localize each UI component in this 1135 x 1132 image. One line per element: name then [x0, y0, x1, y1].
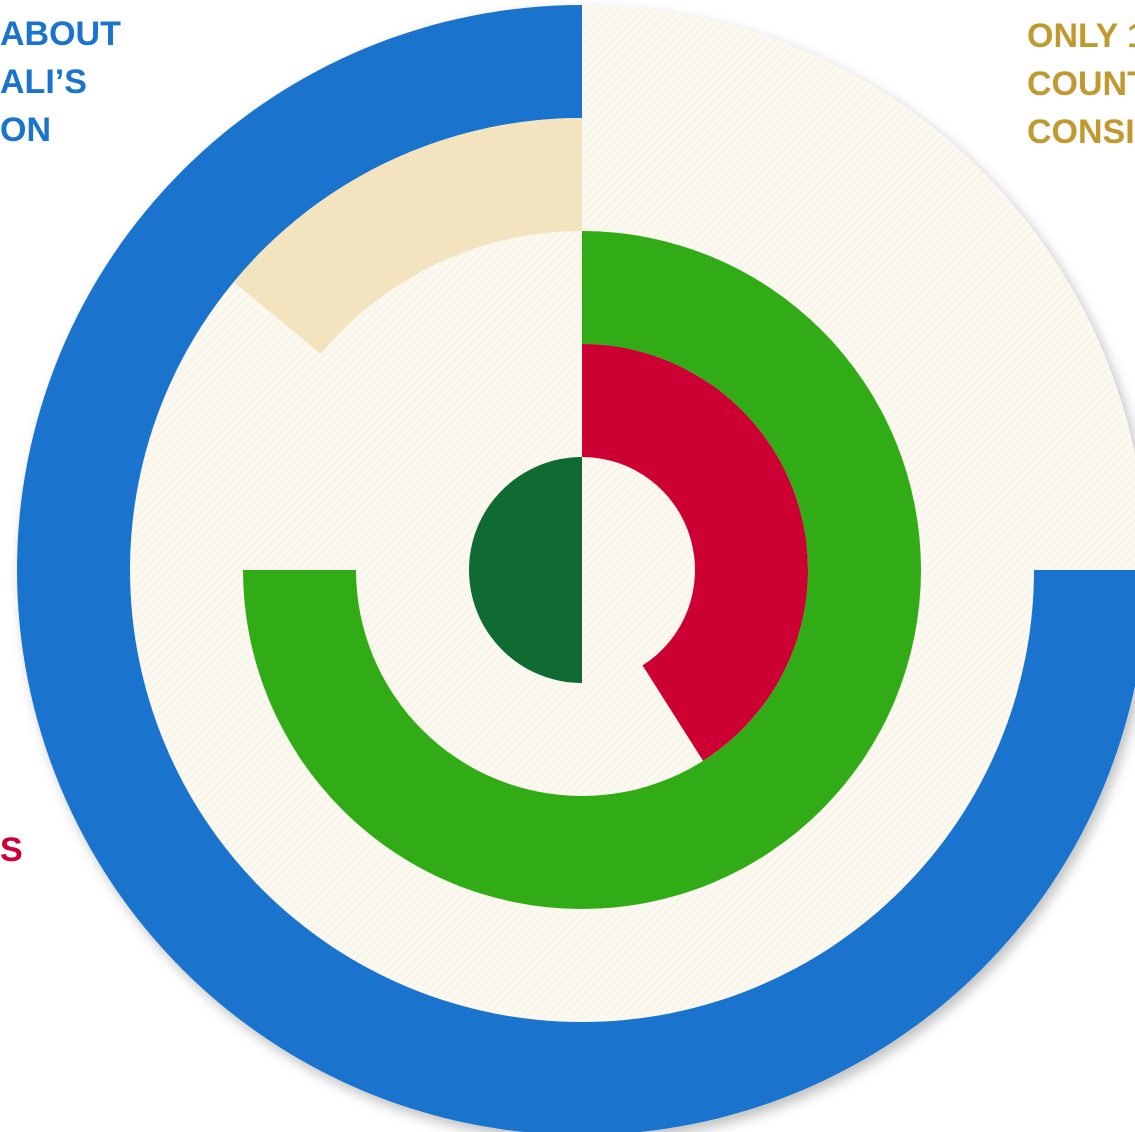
annotation: ALI’S: [0, 63, 87, 101]
annotation: S: [0, 831, 23, 869]
radial-bar: [233, 118, 582, 354]
radial-bar: [243, 231, 921, 909]
annotation: ABOUT: [0, 15, 121, 53]
radial-bar: [469, 457, 582, 683]
annotation: CONSID: [1027, 113, 1135, 151]
annotation: ONLY 1: [1027, 17, 1135, 55]
annotation: COUNT: [1027, 65, 1135, 103]
annotation: ORE: [0, 0, 74, 5]
radial-bar: [582, 344, 808, 761]
annotation: ON: [0, 111, 51, 149]
